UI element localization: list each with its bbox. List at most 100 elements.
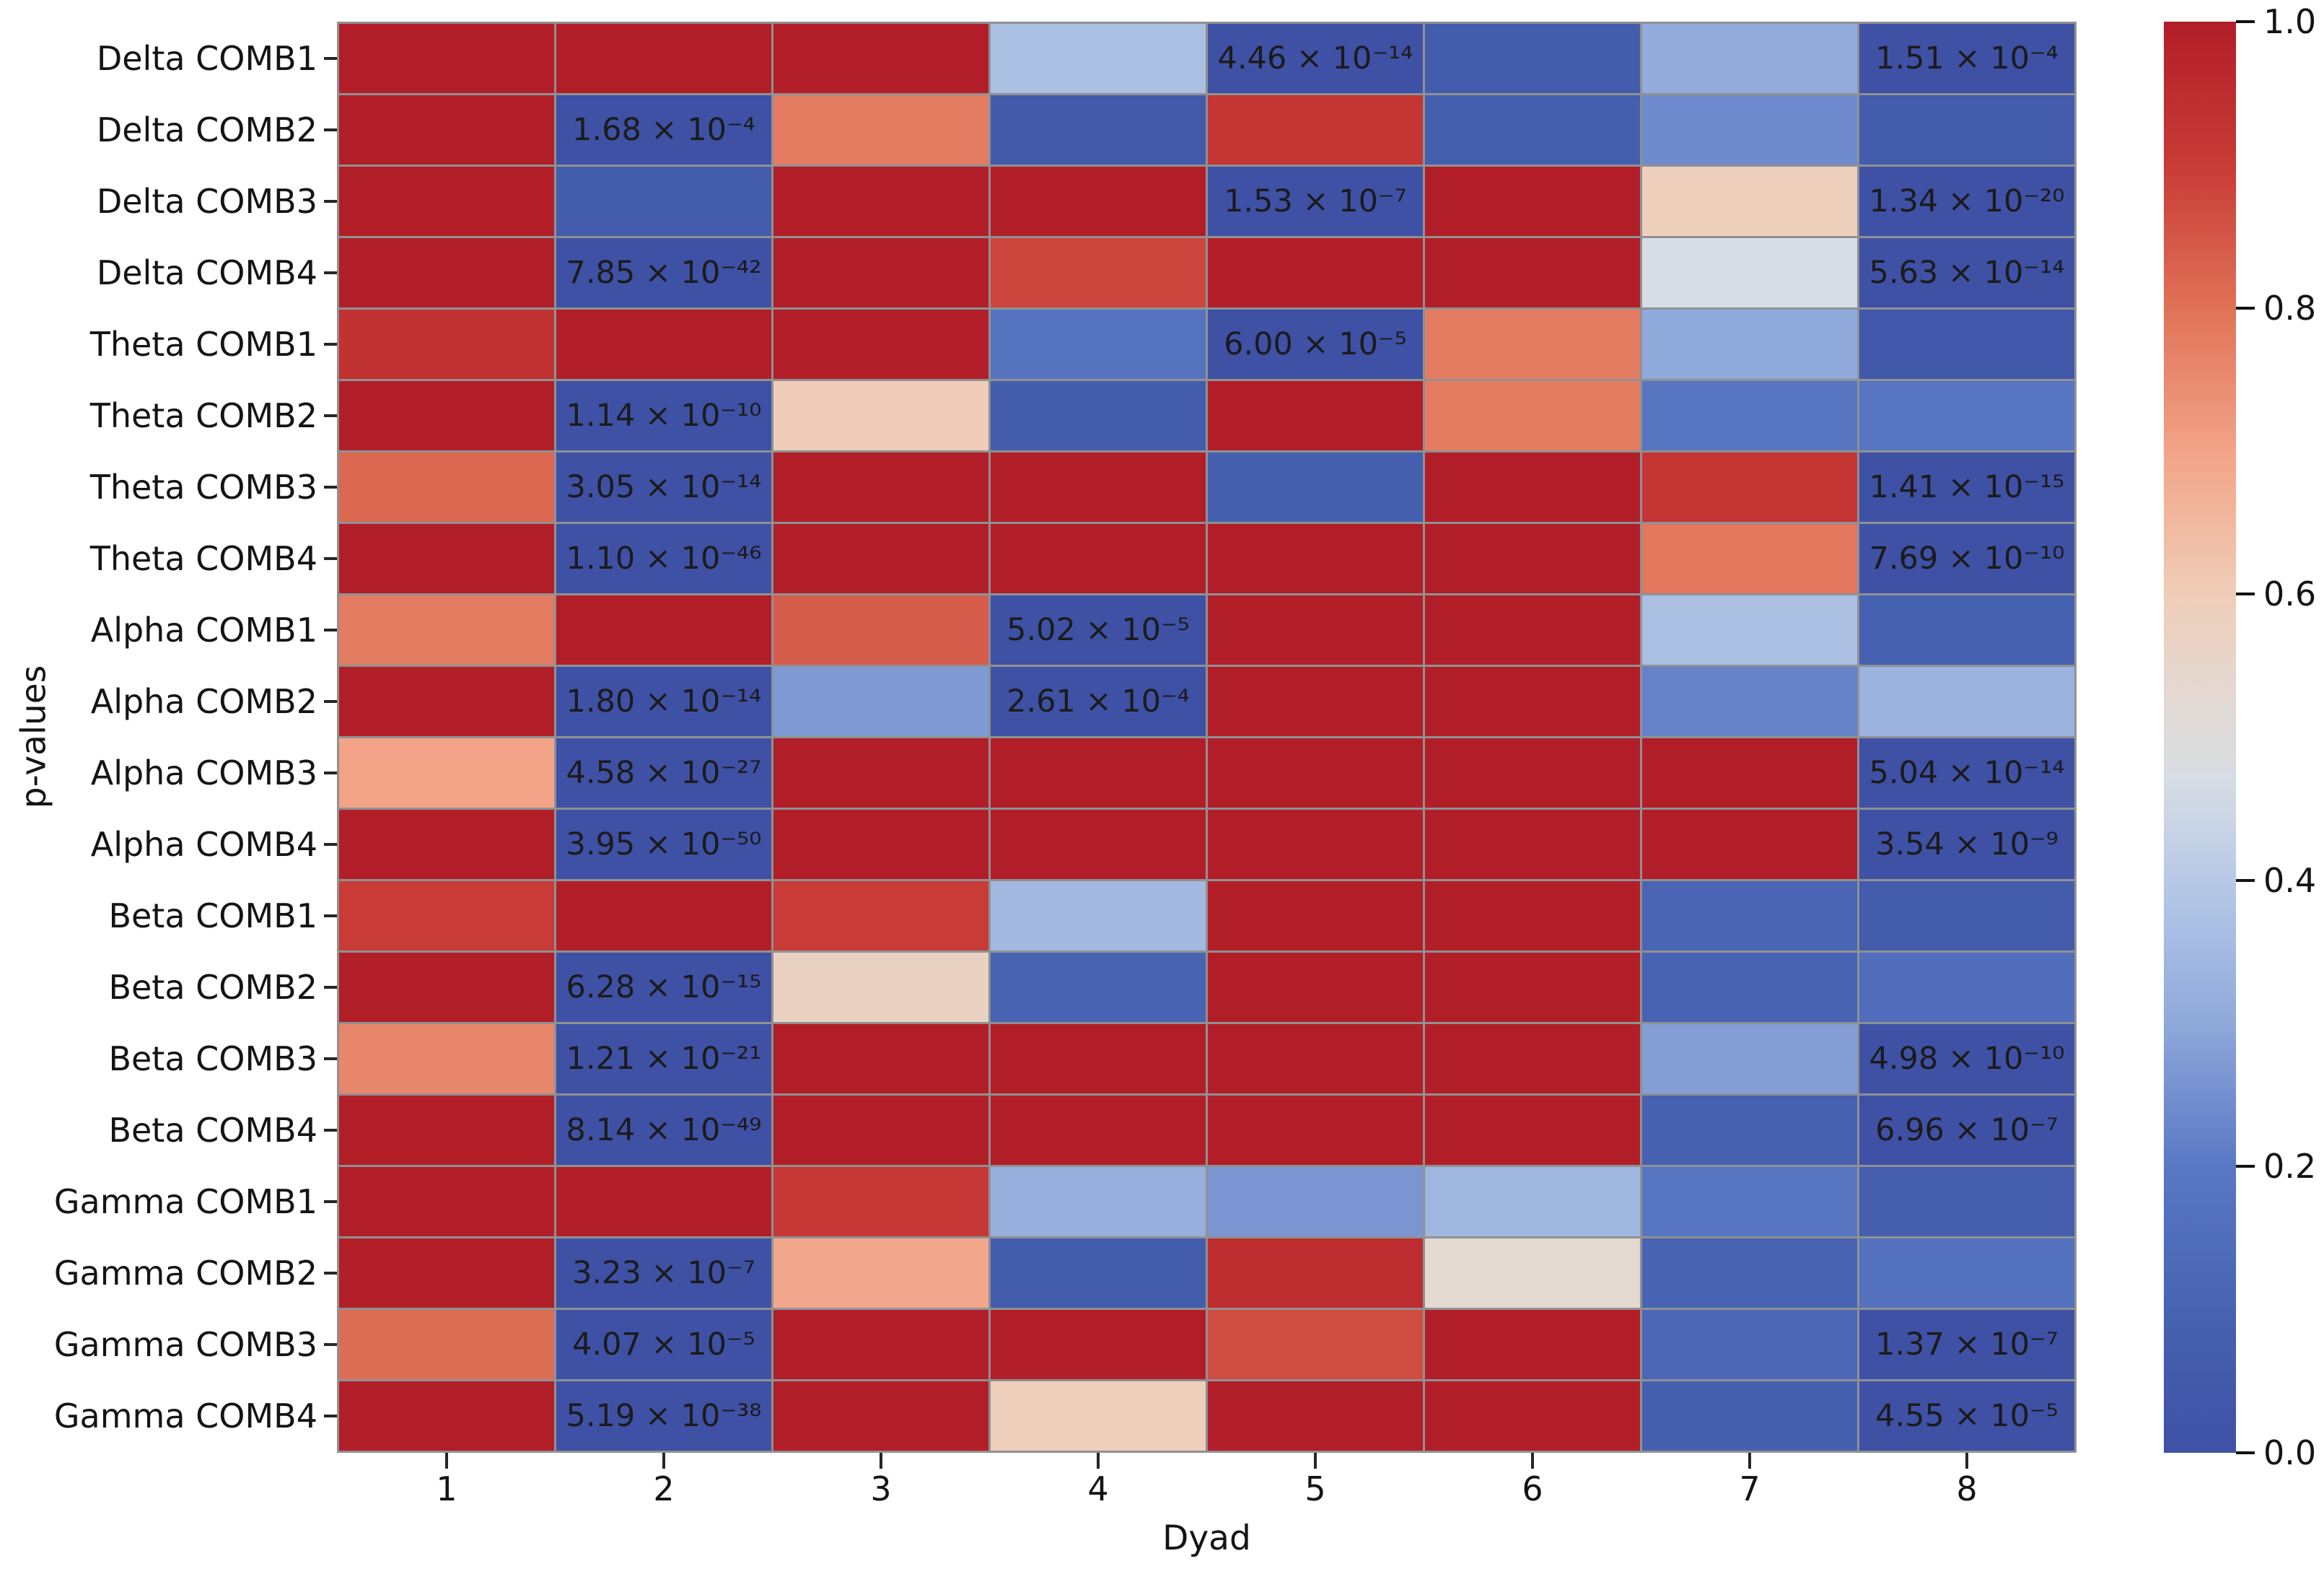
heatmap-cell <box>773 1024 988 1093</box>
heatmap-cell <box>1208 881 1423 950</box>
x-tick-mark <box>1748 1453 1751 1469</box>
heatmap-cell <box>991 453 1206 522</box>
cell-annotation: 6.28 × 10⁻¹⁵ <box>566 969 762 1005</box>
x-tick-label: 2 <box>653 1469 675 1508</box>
cell-annotation: 1.37 × 10⁻⁷ <box>1875 1327 2058 1363</box>
heatmap-cell <box>339 881 554 950</box>
y-tick-label: Gamma COMB3 <box>53 1325 317 1364</box>
heatmap-cell <box>339 667 554 736</box>
heatmap-cell <box>991 238 1206 307</box>
heatmap-cell <box>1859 1167 2074 1236</box>
heatmap-cell <box>1208 524 1423 593</box>
heatmap-cell: 6.00 × 10⁻⁵ <box>1208 310 1423 379</box>
heatmap-cell <box>1642 1310 1857 1379</box>
heatmap-cell <box>1208 810 1423 879</box>
heatmap-cell <box>1208 1096 1423 1165</box>
y-tick-label: Alpha COMB3 <box>90 753 317 792</box>
heatmap-cell <box>556 1167 771 1236</box>
x-tick-mark <box>1965 1453 1968 1469</box>
y-tick-label: Beta COMB2 <box>108 968 317 1007</box>
heatmap-cell <box>339 1167 554 1236</box>
y-tick-label: Theta COMB1 <box>89 325 317 364</box>
heatmap-cell <box>1642 167 1857 236</box>
heatmap-cell <box>991 524 1206 593</box>
heatmap-cell <box>773 738 988 808</box>
heatmap-cell <box>1425 1381 1640 1451</box>
y-tick-mark <box>324 1129 337 1132</box>
heatmap-cell <box>339 310 554 379</box>
heatmap-cell <box>339 453 554 522</box>
heatmap-cell <box>556 595 771 665</box>
cell-annotation: 6.00 × 10⁻⁵ <box>1224 326 1407 362</box>
cell-annotation: 4.55 × 10⁻⁵ <box>1875 1398 2058 1434</box>
heatmap-cell <box>339 1024 554 1093</box>
heatmap-cell: 5.19 × 10⁻³⁸ <box>556 1381 771 1451</box>
y-tick-label: Alpha COMB2 <box>90 682 317 721</box>
y-tick-mark <box>324 128 337 131</box>
heatmap-grid: 4.46 × 10⁻¹⁴ 1.51 × 10⁻⁴ 1.68 × 10⁻⁴ 1.53 ×… <box>337 22 2077 1453</box>
heatmap-cell: 1.14 × 10⁻¹⁰ <box>556 381 771 450</box>
y-tick-label: Gamma COMB1 <box>53 1182 317 1221</box>
heatmap-cell <box>1425 810 1640 879</box>
x-tick-mark <box>1531 1453 1534 1469</box>
heatmap-cell <box>1642 1167 1857 1236</box>
heatmap-cell <box>1642 381 1857 450</box>
heatmap-cell: 1.41 × 10⁻¹⁵ <box>1859 453 2074 522</box>
heatmap-cell <box>773 1096 988 1165</box>
colorbar <box>2164 22 2236 1453</box>
heatmap-cell <box>991 810 1206 879</box>
heatmap-cell <box>1208 1024 1423 1093</box>
heatmap-cell: 4.58 × 10⁻²⁷ <box>556 738 771 808</box>
y-tick-mark <box>324 843 337 846</box>
heatmap-cell <box>1642 595 1857 665</box>
heatmap-cell <box>773 1381 988 1451</box>
x-tick-mark <box>1097 1453 1100 1469</box>
heatmap-cell <box>773 595 988 665</box>
heatmap-cell <box>556 24 771 93</box>
heatmap-cell <box>1425 595 1640 665</box>
x-tick-label: 7 <box>1739 1469 1760 1508</box>
heatmap-cell <box>991 953 1206 1022</box>
heatmap-cell <box>1425 881 1640 950</box>
heatmap-cell <box>991 310 1206 379</box>
cell-annotation: 3.95 × 10⁻⁵⁰ <box>566 826 762 862</box>
heatmap-cell <box>1208 95 1423 165</box>
y-tick-mark <box>324 1343 337 1346</box>
cell-annotation: 1.34 × 10⁻²⁰ <box>1869 183 2065 219</box>
heatmap-cell <box>991 1167 1206 1236</box>
cell-annotation: 2.61 × 10⁻⁴ <box>1007 683 1190 720</box>
heatmap-cell <box>339 1381 554 1451</box>
x-tick-label: 5 <box>1304 1469 1326 1508</box>
heatmap-cell <box>1425 95 1640 165</box>
heatmap-cell <box>1642 310 1857 379</box>
heatmap-cell <box>1425 953 1640 1022</box>
heatmap-cell <box>1642 667 1857 736</box>
y-tick-mark <box>324 1272 337 1275</box>
x-tick-label: 6 <box>1522 1469 1543 1508</box>
heatmap-cell: 4.07 × 10⁻⁵ <box>556 1310 771 1379</box>
heatmap-cell <box>991 24 1206 93</box>
y-tick-label: Beta COMB1 <box>108 896 317 935</box>
y-tick-mark <box>324 557 337 560</box>
cell-annotation: 5.02 × 10⁻⁵ <box>1007 612 1190 648</box>
heatmap-cell: 8.14 × 10⁻⁴⁹ <box>556 1096 771 1165</box>
heatmap-cell <box>1859 667 2074 736</box>
heatmap-cell <box>339 1096 554 1165</box>
heatmap-cell <box>1642 524 1857 593</box>
heatmap-cell <box>556 310 771 379</box>
heatmap-cell <box>1425 381 1640 450</box>
heatmap-cell <box>1642 238 1857 307</box>
heatmap-cell: 1.21 × 10⁻²¹ <box>556 1024 771 1093</box>
y-tick-mark <box>324 1057 337 1060</box>
heatmap-cell <box>773 524 988 593</box>
y-axis-title: p-values <box>14 665 54 809</box>
colorbar-tick-mark <box>2236 1451 2255 1454</box>
cell-annotation: 1.68 × 10⁻⁴ <box>572 112 755 148</box>
heatmap-cell: 1.53 × 10⁻⁷ <box>1208 167 1423 236</box>
cell-annotation: 5.04 × 10⁻¹⁴ <box>1869 755 2065 791</box>
heatmap-cell <box>1425 738 1640 808</box>
heatmap-cell <box>1425 667 1640 736</box>
heatmap-cell <box>1208 1238 1423 1308</box>
y-tick-label: Beta COMB4 <box>108 1111 317 1150</box>
